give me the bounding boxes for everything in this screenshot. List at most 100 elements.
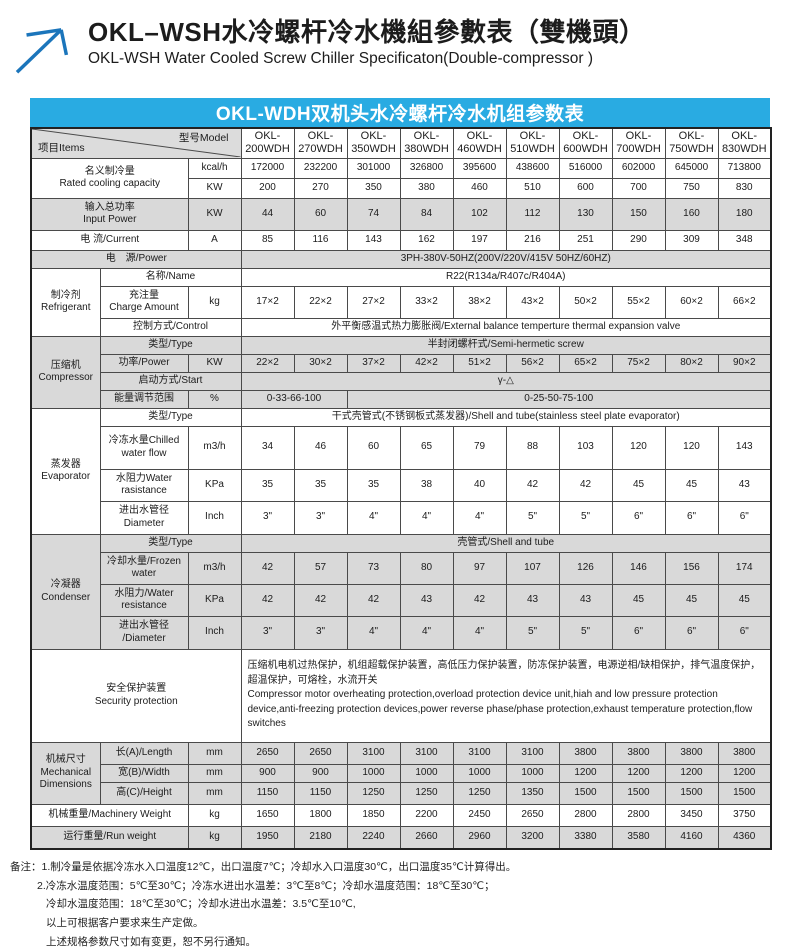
table-cell: 56×2 bbox=[505, 353, 560, 373]
note-line: 备注：1.制冷量是依据冷冻水入口温度12℃，出口温度7℃；冷却水入口温度30℃，… bbox=[10, 861, 517, 873]
table-cell: 1200 bbox=[611, 763, 666, 783]
model-header: OKL- 700WDH bbox=[611, 127, 666, 159]
table-cell: 2800 bbox=[558, 803, 613, 827]
table-cell: 602000 bbox=[611, 157, 666, 179]
table-cell: 51×2 bbox=[452, 353, 507, 373]
table-cell: 42 bbox=[293, 583, 348, 617]
table-cell: 4160 bbox=[664, 825, 719, 850]
corner-cell: 项目Items 型号Model bbox=[30, 127, 242, 159]
model-header: OKL- 200WDH bbox=[240, 127, 295, 159]
table-cell: 46 bbox=[293, 425, 348, 470]
table-cell: 3800 bbox=[558, 741, 613, 765]
table-cell: 1200 bbox=[664, 763, 719, 783]
table-cell: 3" bbox=[293, 500, 348, 535]
section-label: 制冷剂 Refrigerant bbox=[30, 267, 101, 337]
table-cell: 97 bbox=[452, 551, 507, 585]
table-cell: 79 bbox=[452, 425, 507, 470]
table-cell: 90×2 bbox=[717, 353, 772, 373]
row-label: 电 源/Power bbox=[30, 249, 242, 269]
table-cell: 44 bbox=[240, 197, 295, 231]
table-cell: 1250 bbox=[452, 781, 507, 805]
table-cell: 2450 bbox=[452, 803, 507, 827]
row-label: 水阻力Water rasistance bbox=[99, 468, 189, 502]
table-cell: 60×2 bbox=[664, 285, 719, 319]
table-cell: 309 bbox=[664, 229, 719, 251]
table-cell: 45 bbox=[611, 468, 666, 502]
table-cell: 290 bbox=[611, 229, 666, 251]
row-label: 高(C)/Height bbox=[99, 781, 189, 805]
table-cell: 2200 bbox=[399, 803, 454, 827]
table-cell: 3800 bbox=[611, 741, 666, 765]
table-cell: 1850 bbox=[346, 803, 401, 827]
table-cell: 3" bbox=[293, 615, 348, 650]
unit-cell: mm bbox=[187, 781, 242, 805]
row-label: 电 流/Current bbox=[30, 229, 189, 251]
table-cell: 172000 bbox=[240, 157, 295, 179]
table-cell: 160 bbox=[664, 197, 719, 231]
row-label: 类型/Type bbox=[99, 335, 242, 355]
section-label: 压缩机 Compressor bbox=[30, 335, 101, 409]
table-cell: 1500 bbox=[558, 781, 613, 805]
table-cell: 116 bbox=[293, 229, 348, 251]
table-cell: 900 bbox=[240, 763, 295, 783]
row-label: 类型/Type bbox=[99, 533, 242, 553]
table-cell: 6" bbox=[717, 500, 772, 535]
unit-cell: KW bbox=[187, 197, 242, 231]
table-cell: 103 bbox=[558, 425, 613, 470]
table-cell: 4" bbox=[346, 615, 401, 650]
unit-cell: Inch bbox=[187, 615, 242, 650]
span-value: 3PH-380V-50HZ(200V/220V/415V 50HZ/60HZ) bbox=[240, 249, 772, 269]
row-label: 名义制冷量 Rated cooling capacity bbox=[30, 157, 189, 199]
table-cell: 460 bbox=[452, 177, 507, 199]
table-cell: 1350 bbox=[505, 781, 560, 805]
table-cell: 34 bbox=[240, 425, 295, 470]
table-cell: 143 bbox=[346, 229, 401, 251]
table-cell: 2650 bbox=[505, 803, 560, 827]
page-header: OKL–WSH水冷螺杆冷水機組參數表（雙機頭） OKL-WSH Water Co… bbox=[0, 0, 790, 88]
table-cell: 1800 bbox=[293, 803, 348, 827]
table-cell: 120 bbox=[664, 425, 719, 470]
table-cell: 5" bbox=[505, 615, 560, 650]
table-cell: 4" bbox=[399, 615, 454, 650]
unit-cell: kg bbox=[187, 825, 242, 850]
table-cell: 600 bbox=[558, 177, 613, 199]
table-cell: 45 bbox=[664, 583, 719, 617]
span-value: 0-25-50-75-100 bbox=[346, 389, 772, 409]
table-cell: 43 bbox=[399, 583, 454, 617]
table-cell: 3750 bbox=[717, 803, 772, 827]
span-value: 半封闭螺杆式/Semi-hermetic screw bbox=[240, 335, 772, 355]
table-cell: 1500 bbox=[611, 781, 666, 805]
section-label: 机械尺寸 Mechanical Dimensions bbox=[30, 741, 101, 805]
table-cell: 6" bbox=[717, 615, 772, 650]
unit-cell: mm bbox=[187, 763, 242, 783]
table-cell: 4" bbox=[452, 500, 507, 535]
table-cell: 102 bbox=[452, 197, 507, 231]
table-cell: 2650 bbox=[240, 741, 295, 765]
table-cell: 516000 bbox=[558, 157, 613, 179]
arrow-logo-icon bbox=[14, 22, 72, 79]
row-label: 长(A)/Length bbox=[99, 741, 189, 765]
table-cell: 2800 bbox=[611, 803, 666, 827]
table-cell: 150 bbox=[611, 197, 666, 231]
table-cell: 3200 bbox=[505, 825, 560, 850]
table-cell: 22×2 bbox=[293, 285, 348, 319]
table-cell: 37×2 bbox=[346, 353, 401, 373]
span-value: 外平衡感温式热力膨胀阀/External balance temperture … bbox=[240, 317, 772, 337]
table-cell: 60 bbox=[346, 425, 401, 470]
table-cell: 3" bbox=[240, 615, 295, 650]
table-cell: 380 bbox=[399, 177, 454, 199]
table-cell: 713800 bbox=[717, 157, 772, 179]
table-cell: 156 bbox=[664, 551, 719, 585]
row-label: 冷却水量/Frozen water bbox=[99, 551, 189, 585]
table-cell: 107 bbox=[505, 551, 560, 585]
table-cell: 1650 bbox=[240, 803, 295, 827]
model-header: OKL- 460WDH bbox=[452, 127, 507, 159]
table-cell: 1250 bbox=[399, 781, 454, 805]
row-label: 冷冻水量Chilled water flow bbox=[99, 425, 189, 470]
table-cell: 3100 bbox=[346, 741, 401, 765]
table-cell: 1950 bbox=[240, 825, 295, 850]
table-cell: 146 bbox=[611, 551, 666, 585]
row-label: 功率/Power bbox=[99, 353, 189, 373]
table-cell: 45 bbox=[664, 468, 719, 502]
table-cell: 700 bbox=[611, 177, 666, 199]
